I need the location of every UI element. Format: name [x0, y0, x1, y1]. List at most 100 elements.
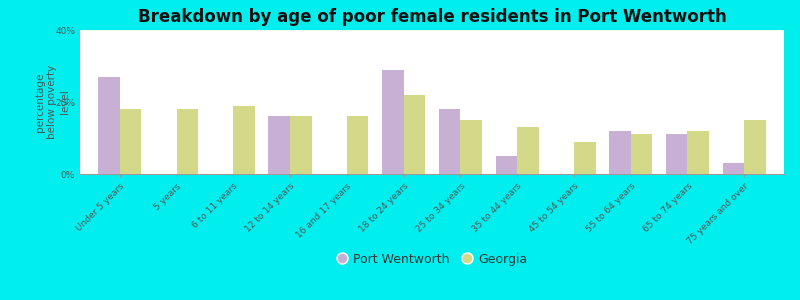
Bar	[80, 30, 784, 31]
Y-axis label: percentage
below poverty
level: percentage below poverty level	[35, 65, 70, 139]
Bar	[80, 31, 784, 32]
Bar	[80, 30, 784, 31]
Bar	[80, 30, 784, 31]
Bar	[80, 30, 784, 31]
Bar	[80, 30, 784, 31]
Bar	[80, 30, 784, 31]
Bar	[80, 31, 784, 32]
Bar	[80, 30, 784, 31]
Bar	[80, 30, 784, 31]
Bar	[80, 30, 784, 31]
Bar	[80, 31, 784, 32]
Bar	[80, 30, 784, 31]
Bar	[574, 142, 595, 174]
Bar	[80, 31, 784, 32]
Bar	[80, 30, 784, 31]
Bar	[80, 30, 784, 31]
Bar	[80, 30, 784, 31]
Bar	[80, 30, 784, 31]
Bar	[120, 109, 142, 174]
Bar	[80, 30, 784, 31]
Bar	[80, 30, 784, 31]
Bar	[80, 30, 784, 31]
Bar	[80, 30, 784, 31]
Bar	[80, 30, 784, 31]
Bar	[80, 30, 784, 31]
Bar	[609, 131, 630, 174]
Bar	[80, 30, 784, 31]
Bar	[80, 30, 784, 31]
Bar	[80, 30, 784, 31]
Bar	[80, 31, 784, 32]
Bar	[80, 30, 784, 31]
Bar	[80, 30, 784, 31]
Bar	[80, 31, 784, 32]
Bar	[80, 30, 784, 31]
Bar	[98, 77, 120, 174]
Bar	[80, 30, 784, 31]
Bar	[80, 30, 784, 31]
Bar	[80, 30, 784, 31]
Bar	[80, 31, 784, 32]
Bar	[80, 30, 784, 31]
Bar	[80, 30, 784, 31]
Bar	[80, 30, 784, 31]
Bar	[80, 30, 784, 31]
Bar	[630, 134, 652, 174]
Bar	[80, 31, 784, 32]
Bar	[80, 30, 784, 31]
Bar	[80, 30, 784, 31]
Bar	[80, 30, 784, 31]
Bar	[80, 31, 784, 32]
Bar	[495, 156, 517, 174]
Bar	[80, 30, 784, 31]
Bar	[80, 30, 784, 31]
Bar	[80, 30, 784, 31]
Bar	[80, 30, 784, 31]
Bar	[80, 30, 784, 31]
Bar	[80, 30, 784, 31]
Bar	[80, 30, 784, 31]
Legend: Port Wentworth, Georgia: Port Wentworth, Georgia	[332, 248, 532, 272]
Bar	[80, 30, 784, 31]
Bar	[80, 30, 784, 31]
Bar	[80, 30, 784, 31]
Bar	[80, 30, 784, 31]
Bar	[80, 30, 784, 31]
Bar	[80, 30, 784, 31]
Bar	[80, 30, 784, 31]
Bar	[80, 30, 784, 31]
Bar	[80, 30, 784, 31]
Bar	[80, 30, 784, 31]
Bar	[80, 30, 784, 31]
Bar	[439, 109, 460, 174]
Bar	[80, 30, 784, 31]
Bar	[80, 30, 784, 31]
Bar	[80, 30, 784, 31]
Bar	[80, 30, 784, 31]
Bar	[80, 30, 784, 31]
Bar	[687, 131, 709, 174]
Bar	[80, 30, 784, 31]
Bar	[80, 30, 784, 31]
Bar	[80, 30, 784, 31]
Bar	[80, 30, 784, 31]
Bar	[80, 30, 784, 31]
Bar	[234, 106, 255, 174]
Bar	[80, 30, 784, 31]
Bar	[80, 30, 784, 31]
Bar	[80, 30, 784, 31]
Bar	[80, 31, 784, 32]
Bar	[80, 30, 784, 31]
Bar	[80, 31, 784, 32]
Bar	[80, 31, 784, 32]
Bar	[80, 30, 784, 31]
Bar	[80, 30, 784, 31]
Bar	[80, 31, 784, 32]
Bar	[80, 30, 784, 31]
Bar	[80, 31, 784, 32]
Bar	[80, 30, 784, 31]
Bar	[80, 30, 784, 31]
Bar	[80, 30, 784, 31]
Bar	[177, 109, 198, 174]
